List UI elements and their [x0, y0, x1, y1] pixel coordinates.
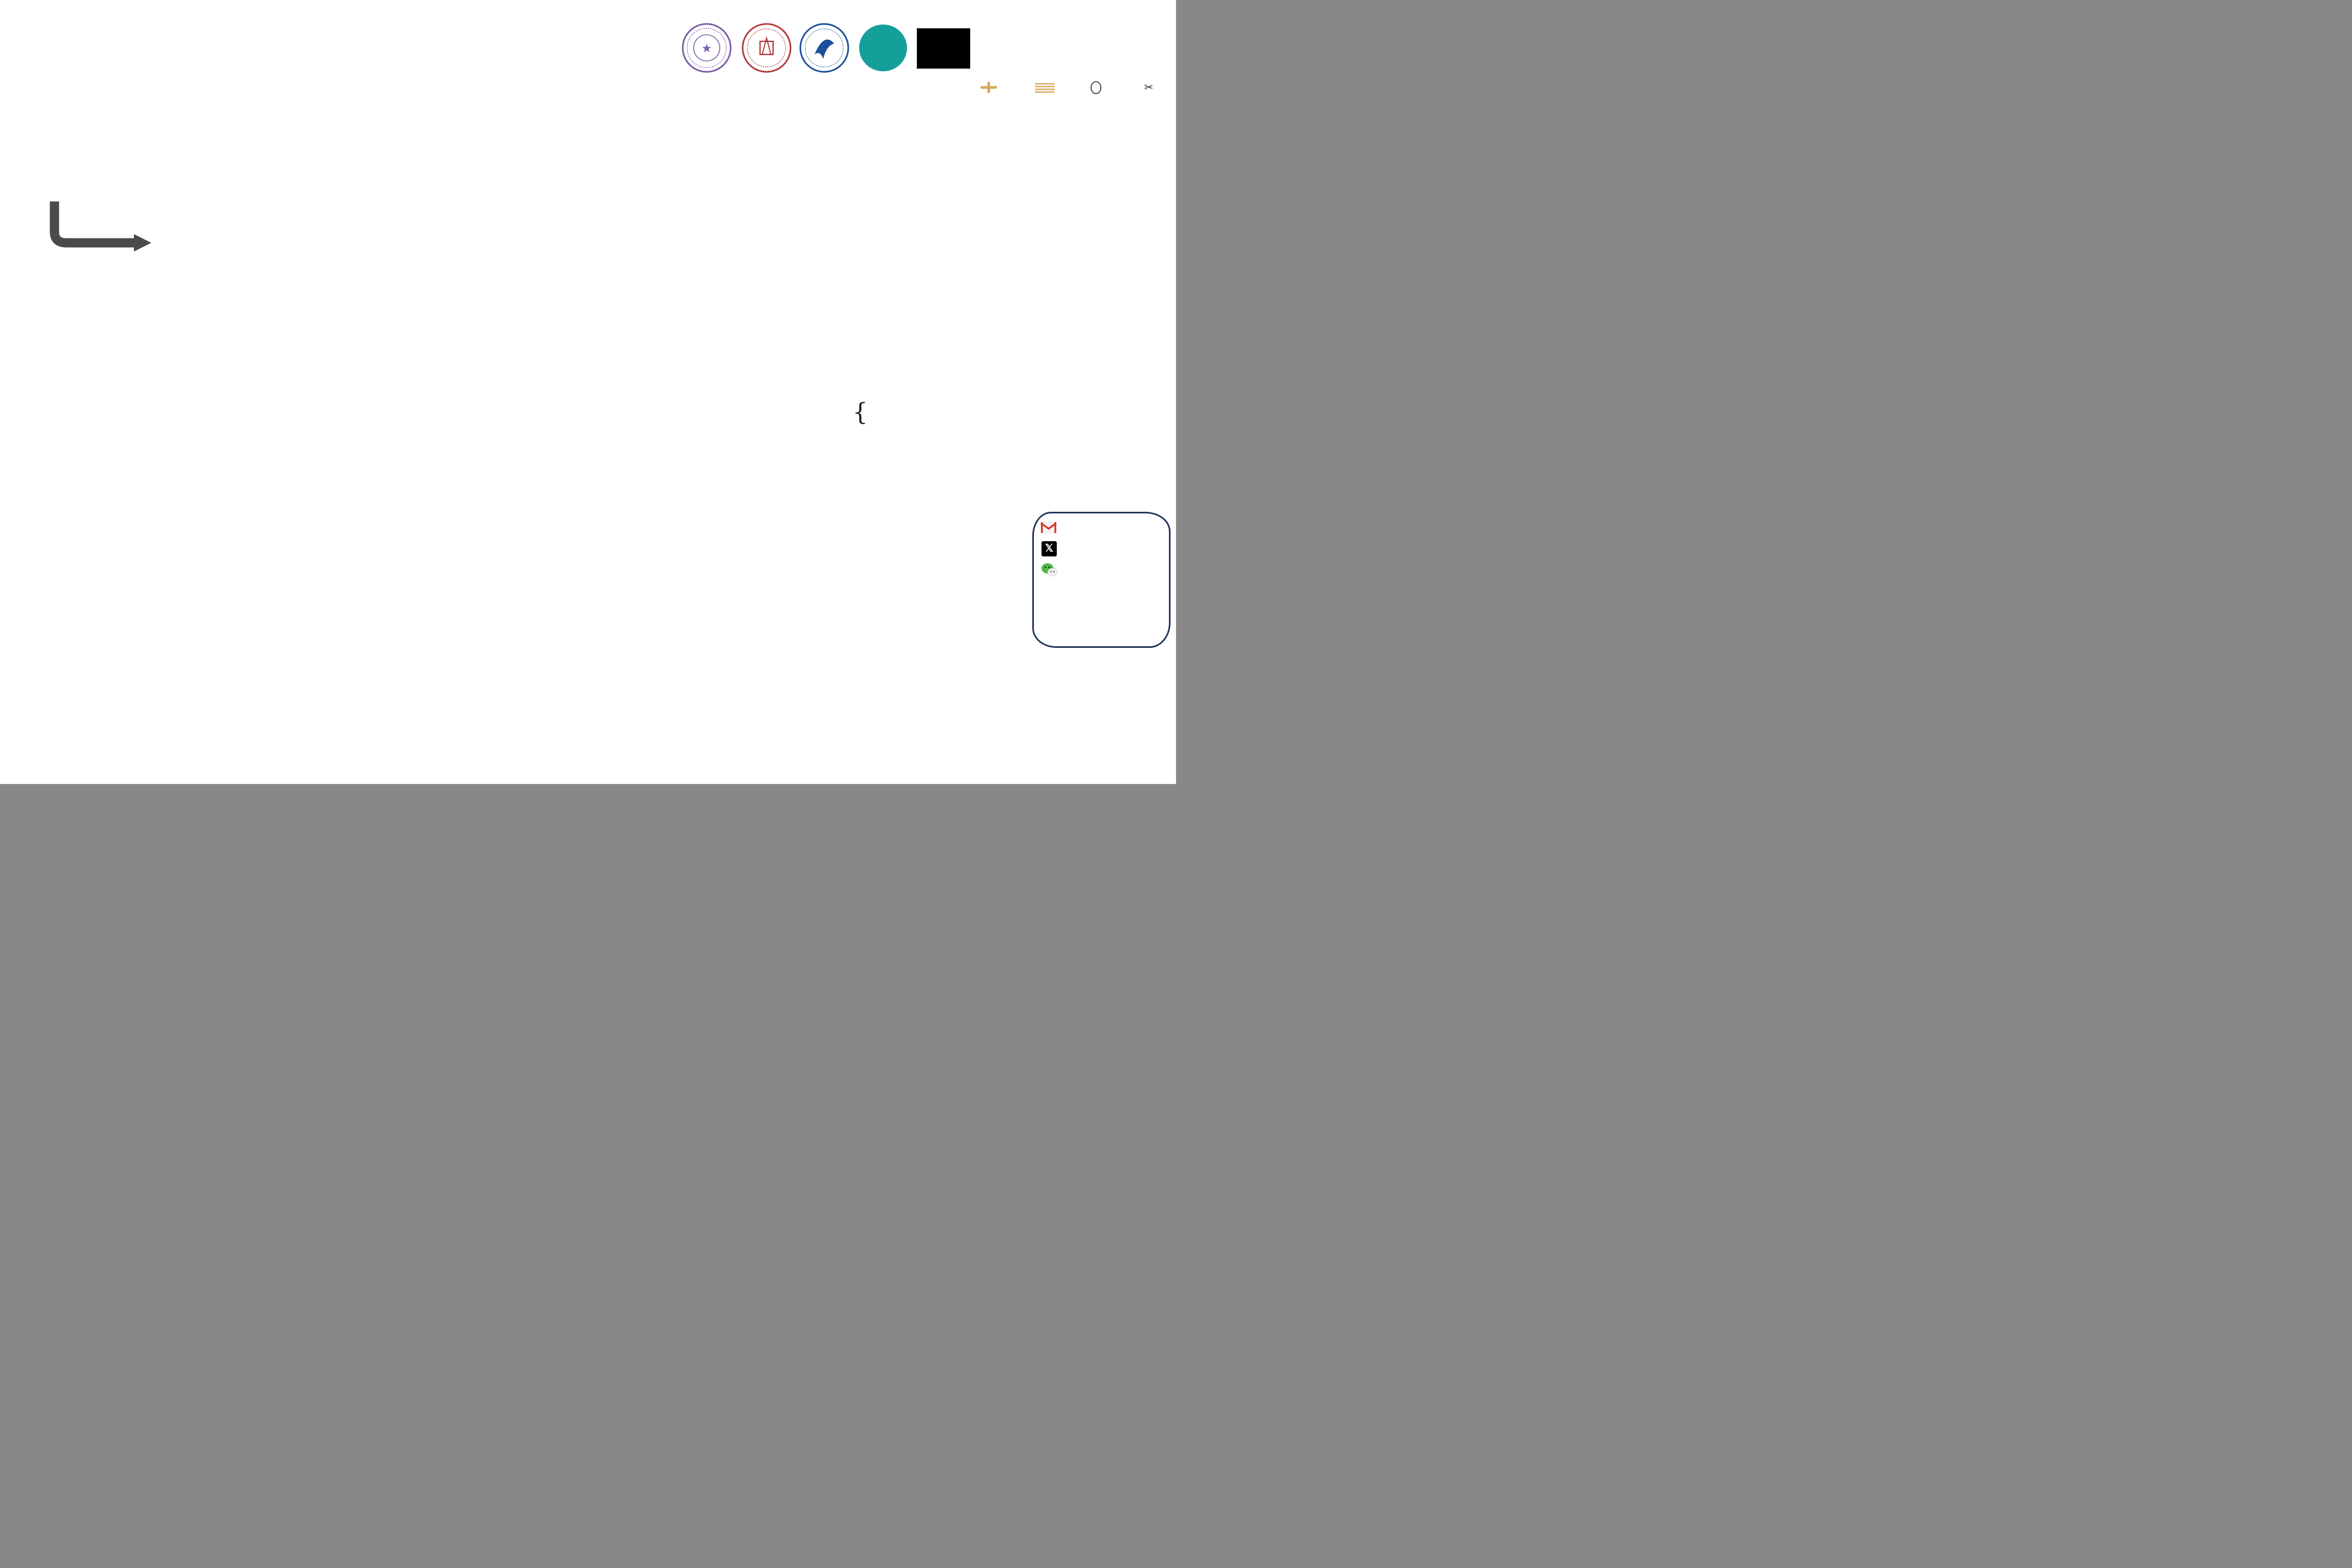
bupt-logo — [799, 23, 849, 73]
puppet-oval-icon — [1091, 81, 1102, 94]
agent-count-evolution-chart — [810, 730, 983, 782]
figure4-topology-diagram — [455, 497, 651, 636]
legend-item-puppeteer — [963, 81, 1015, 97]
figure7-left-bar-chart — [514, 667, 621, 761]
svg-text:★: ★ — [701, 41, 712, 55]
wechat-icon — [1042, 563, 1057, 577]
tencent-robotics-logo — [917, 28, 970, 69]
gmail-icon — [1040, 522, 1057, 534]
evolution-panels-diagram — [957, 113, 1175, 277]
graph-density-violin-chart — [665, 492, 764, 595]
elbow-arrow-icon — [50, 201, 151, 252]
email-row — [1040, 521, 1169, 534]
brace: { — [853, 399, 868, 426]
scissors-icon: ✂ — [1144, 82, 1154, 94]
siemens-logo — [859, 24, 907, 71]
x-twitter-icon: 𝕏 — [1042, 541, 1057, 556]
poster-root: ★ — [0, 0, 1176, 784]
manipulate-strings-icon — [1034, 83, 1055, 93]
x-row: 𝕏 — [1042, 541, 1169, 556]
wechat-row — [1040, 562, 1169, 578]
legend-item-manipulate — [1019, 81, 1071, 97]
tencent-logo-line1 — [917, 28, 970, 42]
reward-formula: { — [849, 399, 882, 426]
sjtu-logo — [742, 23, 792, 73]
puppeteer-theater-illustration — [735, 115, 955, 274]
puppeteer-cross-icon — [981, 82, 997, 93]
legend-item-puppet — [1074, 81, 1118, 97]
figure7-right-bar-chart — [625, 667, 731, 761]
puppeteer-legend: ✂ — [963, 81, 1176, 97]
token-count-evolution-chart — [810, 665, 983, 728]
legend-item-environment: ✂ — [1122, 81, 1176, 97]
connect-card: 𝕏 — [1032, 512, 1171, 648]
cycle-distribution-violin-chart — [768, 490, 973, 597]
tencent-logo-line2 — [917, 42, 970, 44]
tsinghua-logo: ★ — [682, 23, 732, 73]
